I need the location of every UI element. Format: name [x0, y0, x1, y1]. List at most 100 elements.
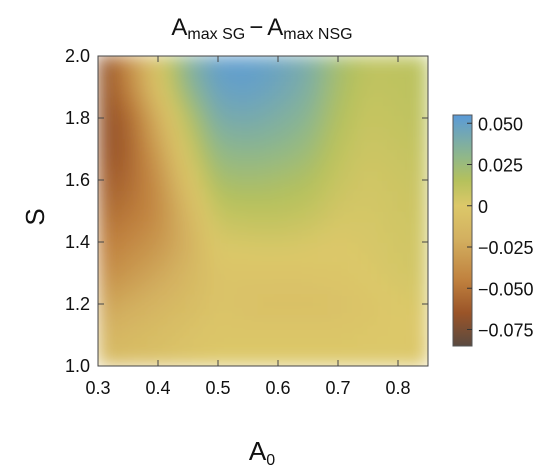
heatmap-cell: [357, 200, 369, 212]
heatmap-cell: [227, 65, 239, 78]
heatmap-cell: [267, 313, 279, 326]
heatmap-cell: [377, 96, 389, 109]
heatmap-cell: [137, 282, 149, 295]
heatmap-cell: [167, 313, 179, 326]
heatmap-cell: [237, 313, 249, 326]
heatmap-cell: [247, 158, 259, 171]
heatmap-cell: [137, 107, 149, 119]
heatmap-cell: [107, 251, 119, 264]
heatmap-cell: [117, 127, 129, 140]
heatmap-cell: [277, 65, 289, 78]
heatmap-cell: [367, 313, 379, 326]
heatmap-cell: [277, 241, 289, 253]
heatmap-cell: [127, 56, 139, 67]
heatmap-cell: [117, 189, 129, 202]
heatmap-cell: [177, 189, 189, 202]
heatmap-cell: [197, 303, 209, 315]
heatmap-cell: [98, 303, 109, 315]
heatmap-cell: [387, 56, 399, 67]
heatmap-cell: [247, 344, 259, 357]
heatmap-cell: [167, 179, 179, 191]
heatmap-cell: [98, 189, 109, 202]
heatmap-cell: [397, 344, 409, 357]
heatmap-cell: [277, 313, 289, 326]
heatmap-cell: [217, 117, 229, 129]
heatmap-cell: [377, 107, 389, 119]
heatmap-cell: [107, 138, 119, 150]
heatmap-cell: [287, 293, 299, 305]
heatmap-cell: [187, 65, 199, 78]
heatmap-cell: [347, 179, 359, 191]
heatmap-cell: [287, 200, 299, 212]
heatmap-cell: [237, 65, 249, 78]
heatmap-cell: [297, 324, 309, 336]
heatmap-cell: [397, 220, 409, 233]
heatmap-cell: [177, 210, 189, 222]
heatmap-cell: [98, 324, 109, 336]
heatmap-cell: [107, 76, 119, 88]
heatmap-cell: [157, 158, 169, 171]
heatmap-cell: [127, 262, 139, 274]
heatmap-cell: [317, 138, 329, 150]
heatmap-cell: [417, 76, 428, 88]
heatmap-cell: [167, 344, 179, 357]
heatmap-cell: [107, 293, 119, 305]
heatmap-cell: [267, 272, 279, 284]
heatmap-cell: [107, 355, 119, 366]
heatmap-cell: [157, 56, 169, 67]
heatmap-cell: [217, 96, 229, 109]
heatmap-cell: [207, 272, 219, 284]
heatmap-cell: [297, 65, 309, 78]
heatmap-cell: [257, 148, 269, 160]
heatmap-cell: [237, 189, 249, 202]
x-tick-label: 0.7: [325, 378, 350, 398]
heatmap-cell: [357, 272, 369, 284]
heatmap-cell: [117, 231, 129, 243]
heatmap-cell: [307, 210, 319, 222]
heatmap-cell: [98, 148, 109, 160]
heatmap-cell: [147, 282, 159, 295]
heatmap-cell: [267, 189, 279, 202]
heatmap-cell: [387, 220, 399, 233]
heatmap-cell: [127, 107, 139, 119]
heatmap-cell: [347, 241, 359, 253]
heatmap-cell: [407, 76, 419, 88]
heatmap-cell: [317, 56, 329, 67]
heatmap-cell: [337, 148, 349, 160]
heatmap-cell: [257, 169, 269, 181]
heatmap-cell: [137, 303, 149, 315]
heatmap-cell: [337, 65, 349, 78]
heatmap-cell: [227, 272, 239, 284]
heatmap-cell: [237, 262, 249, 274]
heatmap-cell: [207, 169, 219, 181]
heatmap-cell: [187, 334, 199, 346]
heatmap-cell: [397, 303, 409, 315]
heatmap-cell: [98, 76, 109, 88]
heatmap-cell: [207, 127, 219, 140]
colorbar-tick-label: −0.075: [478, 321, 534, 341]
heatmap-cell: [397, 324, 409, 336]
heatmap-cell: [287, 262, 299, 274]
heatmap-cell: [307, 56, 319, 67]
heatmap-cell: [257, 262, 269, 274]
heatmap-cell: [157, 65, 169, 78]
heatmap-cell: [417, 117, 428, 129]
heatmap-cell: [117, 148, 129, 160]
heatmap-cell: [277, 200, 289, 212]
heatmap-cell: [167, 127, 179, 140]
heatmap-cell: [337, 86, 349, 98]
heatmap-cell: [187, 189, 199, 202]
heatmap-cell: [217, 56, 229, 67]
heatmap-cell: [227, 344, 239, 357]
heatmap-cell: [367, 179, 379, 191]
heatmap-cell: [317, 179, 329, 191]
heatmap-cell: [197, 355, 209, 366]
heatmap-cell: [347, 220, 359, 233]
heatmap-cell: [127, 200, 139, 212]
heatmap-cell: [157, 251, 169, 264]
heatmap-cell: [417, 65, 428, 78]
heatmap-cell: [147, 231, 159, 243]
heatmap-cell: [277, 251, 289, 264]
heatmap-cell: [167, 65, 179, 78]
x-label-sub: 0: [266, 452, 275, 469]
